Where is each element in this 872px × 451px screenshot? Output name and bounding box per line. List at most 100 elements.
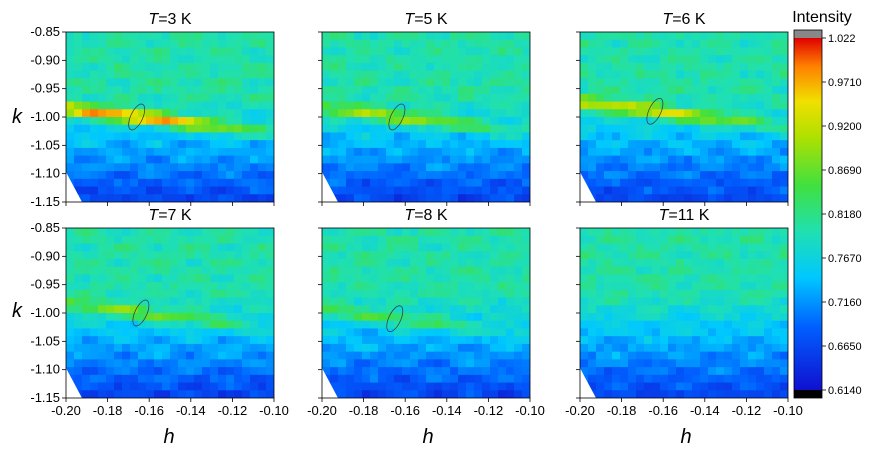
heatmap-cell (780, 86, 788, 95)
heatmap-cell (114, 343, 123, 353)
heatmap-cell (242, 86, 251, 95)
heatmap-cell (506, 351, 515, 360)
heatmap-cell (154, 147, 163, 157)
heatmap-cell (756, 86, 765, 95)
heatmap-cell (346, 390, 355, 398)
heatmap-cell (74, 86, 83, 95)
heatmap-cell (322, 297, 331, 306)
heatmap-cell (772, 351, 781, 360)
heatmap-cell (604, 186, 613, 195)
heatmap-cell (620, 86, 629, 95)
heatmap-cell (580, 320, 589, 330)
heatmap-cell (780, 359, 788, 368)
heatmap-cell (466, 109, 475, 118)
heatmap-cell (780, 351, 788, 360)
heatmap-cell (636, 266, 645, 275)
heatmap-cell (106, 163, 115, 172)
heatmap-cell (74, 47, 83, 56)
heatmap-cell (514, 282, 523, 291)
heatmap-cell (596, 382, 605, 391)
heatmap-cell (266, 70, 274, 79)
heatmap-cell (194, 351, 203, 360)
heatmap-cell (98, 194, 107, 202)
heatmap-cell (98, 382, 107, 391)
heatmap-cell (330, 178, 339, 188)
heatmap-cell (202, 124, 211, 134)
heatmap-cell (522, 155, 530, 164)
heatmap-cell (130, 132, 139, 141)
heatmap-cell (410, 163, 419, 172)
heatmap-cell (370, 274, 379, 283)
heatmap-cell (684, 32, 693, 41)
heatmap-cell (434, 32, 443, 41)
heatmap-cell (346, 55, 355, 64)
heatmap-cell (418, 178, 427, 188)
heatmap-cell (146, 101, 155, 110)
heatmap-cell (90, 86, 99, 95)
heatmap-cell (74, 289, 83, 299)
heatmap-cell (378, 62, 387, 72)
heatmap-cell (234, 186, 243, 195)
panel-title-value: =7 K (158, 207, 192, 224)
heatmap-cell (620, 163, 629, 172)
heatmap-cell (522, 320, 530, 330)
heatmap-cell (708, 86, 717, 95)
heatmap-cell (732, 374, 741, 384)
heatmap-cell (644, 336, 653, 345)
heatmap-cell (162, 328, 171, 337)
heatmap-cell (194, 251, 203, 260)
heatmap-cell (154, 171, 163, 180)
heatmap-cell (362, 117, 371, 126)
heatmap-cell (170, 163, 179, 172)
heatmap-cell (450, 62, 459, 72)
heatmap-cell (426, 390, 435, 398)
heatmap-cell (242, 62, 251, 72)
heatmap-cell (724, 132, 733, 141)
heatmap-cell (402, 186, 411, 195)
heatmap-cell (202, 235, 211, 245)
heatmap-cell (418, 282, 427, 291)
heatmap-cell (620, 78, 629, 87)
heatmap-cell (386, 336, 395, 345)
heatmap-cell (138, 228, 147, 237)
heatmap-cell (498, 178, 507, 188)
heatmap-cell (178, 313, 187, 322)
heatmap-cell (466, 359, 475, 368)
heatmap-cell (458, 178, 467, 188)
heatmap-cell (660, 251, 669, 260)
heatmap-cell (740, 266, 749, 275)
heatmap-cell (170, 382, 179, 391)
heatmap-cell (186, 86, 195, 95)
heatmap-cell (748, 320, 757, 330)
heatmap-cell (724, 289, 733, 299)
heatmap-cell (676, 266, 685, 275)
heatmap-cell (490, 282, 499, 291)
panel-title-variable: T (404, 11, 415, 28)
heatmap-cell (676, 178, 685, 188)
heatmap-cell (740, 282, 749, 291)
heatmap-cell (466, 39, 475, 49)
heatmap-cell (378, 289, 387, 299)
heatmap-cell (378, 243, 387, 252)
heatmap-cell (692, 132, 701, 141)
heatmap-cell (410, 343, 419, 353)
heatmap-cell (466, 313, 475, 322)
panel-1: T=3 K-0.85-0.90-0.95-1.00-1.05-1.10-1.15 (30, 11, 275, 209)
heatmap-cell (724, 86, 733, 95)
heatmap-cell (708, 163, 717, 172)
heatmap-cell (482, 374, 491, 384)
heatmap-cell (242, 320, 251, 330)
heatmap-cell (130, 171, 139, 180)
heatmap-cell (234, 313, 243, 322)
heatmap-cell (450, 320, 459, 330)
heatmap-cell (772, 305, 781, 314)
heatmap-cell (482, 32, 491, 41)
heatmap-cell (708, 251, 717, 260)
heatmap-cell (522, 186, 530, 195)
heatmap-cell (98, 47, 107, 56)
heatmap-cell (354, 93, 363, 103)
heatmap-cell (588, 86, 597, 95)
heatmap-cell (410, 243, 419, 252)
heatmap-cell (596, 351, 605, 360)
heatmap-cell (732, 47, 741, 56)
